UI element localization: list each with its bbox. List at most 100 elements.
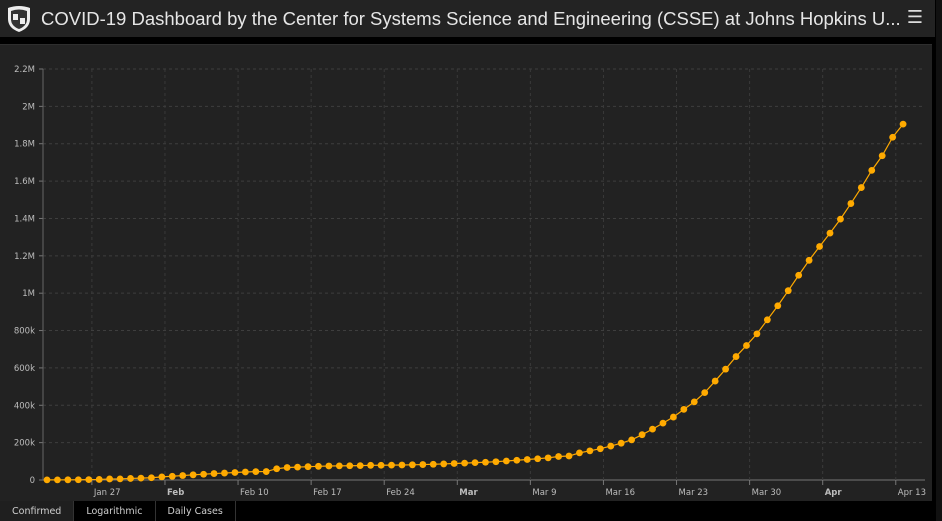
data-point: [701, 389, 709, 397]
data-point: [85, 476, 93, 484]
data-point: [763, 316, 771, 324]
data-point: [513, 456, 521, 464]
data-point: [346, 462, 354, 470]
hamburger-icon[interactable]: ☰: [906, 7, 923, 28]
y-tick-label: 800k: [14, 327, 35, 337]
app-header: COVID-19 Dashboard by the Center for Sys…: [0, 0, 935, 37]
data-point: [753, 330, 761, 338]
data-point: [367, 461, 375, 469]
dashboard-title: COVID-19 Dashboard by the Center for Sys…: [41, 7, 901, 29]
y-tick-label: 2.2M: [14, 65, 35, 75]
x-tick-label: Mar 16: [605, 488, 635, 498]
x-tick-label: Jan 27: [93, 488, 121, 498]
data-point: [805, 256, 813, 264]
data-point: [899, 120, 907, 128]
data-point: [670, 413, 677, 421]
tab-daily-cases[interactable]: Daily Cases: [155, 501, 236, 521]
y-tick-label: 1.8M: [14, 140, 35, 150]
data-point: [158, 473, 166, 481]
data-point: [680, 405, 688, 413]
y-tick-label: 1M: [22, 289, 35, 299]
data-point: [868, 166, 876, 174]
data-point: [482, 458, 489, 466]
x-tick-label: Mar 23: [679, 488, 709, 498]
series-line-confirmed: [46, 123, 904, 481]
data-point: [440, 460, 448, 468]
y-tick-label: 200k: [14, 439, 35, 449]
data-point: [743, 342, 750, 349]
data-point: [576, 449, 583, 457]
data-point: [127, 475, 134, 482]
data-point: [774, 302, 782, 310]
data-point: [878, 152, 886, 160]
data-point: [502, 457, 510, 465]
data-point: [429, 460, 437, 468]
data-point: [241, 468, 249, 476]
data-point: [335, 462, 343, 470]
tab-logarithmic[interactable]: Logarithmic: [74, 501, 156, 521]
data-point: [148, 474, 155, 482]
data-point: [377, 461, 385, 469]
data-point: [649, 425, 656, 433]
confirmed-cases-chart: 0 200k 400k 600k 800k 1M 1.2M 1.4M 1.6M 1.8M 2M 2.2…: [14, 65, 926, 498]
data-point: [221, 469, 228, 477]
x-tick-label: Feb 10: [240, 488, 269, 498]
data-point: [283, 464, 291, 471]
data-point: [722, 365, 729, 373]
data-point: [795, 271, 803, 279]
data-point: [106, 475, 114, 483]
data-point: [409, 461, 416, 469]
data-point: [450, 460, 458, 467]
data-point: [262, 468, 270, 475]
x-tick-label: Mar 30: [752, 488, 782, 498]
data-point: [325, 462, 333, 470]
data-point: [398, 461, 406, 469]
data-point: [857, 184, 865, 191]
data-point: [64, 476, 72, 484]
data-point: [711, 377, 719, 385]
x-tick-label: Feb: [167, 488, 184, 498]
data-point: [54, 476, 61, 484]
y-tick-label: 1.6M: [14, 177, 35, 187]
data-point: [732, 353, 740, 360]
data-point: [179, 472, 187, 479]
scrollbar[interactable]: [936, 0, 942, 521]
data-point: [43, 476, 51, 484]
data-point: [419, 461, 427, 468]
y-tick-label: 0: [30, 476, 35, 486]
data-point: [586, 447, 594, 455]
data-point: [168, 472, 176, 480]
data-point: [116, 475, 124, 483]
data-point: [628, 436, 636, 444]
data-point: [617, 439, 625, 447]
x-tick-label: Mar: [459, 488, 478, 498]
data-point: [492, 458, 500, 466]
data-point: [816, 243, 823, 250]
data-point: [189, 471, 197, 479]
y-tick-label: 2M: [22, 102, 35, 112]
data-point: [304, 463, 312, 471]
jhu-shield-logo: [8, 5, 30, 32]
data-point: [889, 133, 897, 141]
data-point: [252, 468, 260, 476]
data-point: [534, 455, 542, 463]
y-tick-label: 400k: [14, 401, 35, 411]
data-point: [596, 445, 604, 453]
chart-tabs: Confirmed Logarithmic Daily Cases: [0, 501, 236, 521]
data-point: [607, 442, 615, 450]
data-point: [95, 476, 103, 483]
data-point: [137, 474, 145, 482]
data-point: [210, 470, 218, 477]
y-tick-label: 1.2M: [14, 252, 35, 262]
data-point: [784, 287, 792, 295]
x-tick-label: Feb 17: [313, 488, 342, 498]
data-point: [471, 459, 479, 467]
data-point: [231, 469, 239, 476]
data-point: [659, 419, 667, 427]
data-point: [273, 465, 281, 473]
tab-confirmed[interactable]: Confirmed: [0, 501, 75, 521]
data-point: [294, 463, 301, 471]
x-tick-label: Mar 9: [532, 488, 556, 498]
y-tick-label: 1.4M: [14, 214, 35, 224]
data-point: [200, 470, 208, 478]
